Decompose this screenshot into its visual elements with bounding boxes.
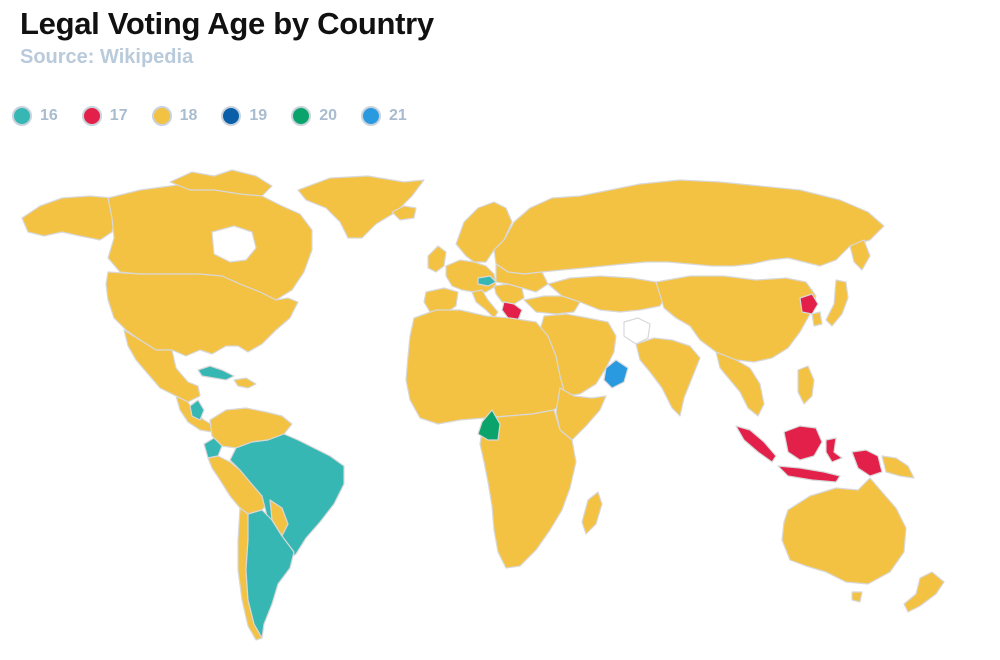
legend-label-17: 17 [109, 107, 128, 124]
legend-item-17[interactable]: 17 [81, 106, 128, 126]
legend-swatch-21 [360, 106, 381, 126]
legend-item-18[interactable]: 18 [151, 106, 198, 126]
region-arctic-islands[interactable] [169, 169, 273, 197]
region-caribbean[interactable] [233, 377, 257, 389]
region-mongolia-china[interactable] [655, 275, 817, 363]
legend: 16 17 18 19 20 21 [12, 106, 431, 126]
region-ecuador[interactable] [203, 437, 223, 459]
legend-item-16[interactable]: 16 [12, 106, 58, 126]
region-south-korea[interactable] [811, 311, 823, 327]
legend-item-19[interactable]: 19 [221, 106, 267, 126]
region-oman[interactable] [603, 359, 629, 389]
legend-swatch-16 [12, 106, 32, 126]
region-eastern-europe[interactable] [495, 263, 549, 293]
legend-swatch-18 [151, 106, 172, 126]
region-southeast-asia[interactable] [715, 351, 765, 417]
region-nicaragua[interactable] [189, 399, 205, 421]
region-austria[interactable] [477, 275, 497, 287]
region-sumatra[interactable] [735, 425, 777, 463]
region-turkey-caucasus[interactable] [523, 295, 581, 315]
map-title: Legal Voting Age by Country [20, 6, 434, 41]
legend-label-19: 19 [249, 107, 268, 124]
region-madagascar[interactable] [581, 491, 603, 535]
region-mexico[interactable] [123, 329, 201, 403]
region-cuba[interactable] [197, 365, 235, 381]
region-papua-west[interactable] [851, 449, 883, 477]
region-philippines[interactable] [797, 365, 815, 405]
region-japan[interactable] [825, 279, 849, 327]
region-papua-new-guinea[interactable] [881, 455, 915, 479]
region-cameroon[interactable] [477, 409, 501, 441]
region-alaska[interactable] [21, 195, 119, 241]
region-central-asia[interactable] [547, 275, 669, 313]
region-uk-ireland[interactable] [427, 245, 447, 273]
legend-item-20[interactable]: 20 [291, 106, 337, 126]
legend-item-21[interactable]: 21 [360, 106, 407, 126]
region-greenland[interactable] [297, 175, 425, 239]
region-borneo[interactable] [783, 425, 823, 461]
legend-label-16: 16 [40, 107, 58, 124]
region-tasmania[interactable] [851, 591, 863, 603]
region-usa[interactable] [105, 271, 299, 357]
legend-swatch-20 [291, 106, 312, 126]
region-north-korea[interactable] [799, 293, 819, 315]
region-australia[interactable] [781, 477, 907, 585]
region-west-central-africa[interactable] [479, 409, 577, 569]
legend-swatch-17 [81, 106, 102, 126]
region-scandinavia[interactable] [455, 201, 513, 263]
region-russia[interactable] [493, 179, 885, 275]
region-south-asia[interactable] [635, 337, 701, 417]
region-brazil[interactable] [229, 433, 345, 563]
region-afghanistan [623, 317, 651, 345]
region-sulawesi[interactable] [825, 437, 843, 463]
region-new-zealand[interactable] [903, 571, 945, 613]
legend-label-18: 18 [179, 107, 198, 124]
region-paraguay-uruguay[interactable] [269, 499, 289, 537]
region-java[interactable] [777, 465, 841, 483]
legend-label-21: 21 [388, 107, 407, 124]
region-iceland[interactable] [391, 205, 417, 221]
legend-label-20: 20 [319, 107, 337, 124]
legend-swatch-19 [221, 106, 242, 126]
map-subtitle: Source: Wikipedia [20, 46, 194, 68]
region-kamchatka[interactable] [849, 239, 871, 271]
region-hudson-bay [211, 225, 257, 263]
region-horn-of-africa[interactable] [555, 387, 607, 441]
region-italy[interactable] [471, 289, 499, 319]
